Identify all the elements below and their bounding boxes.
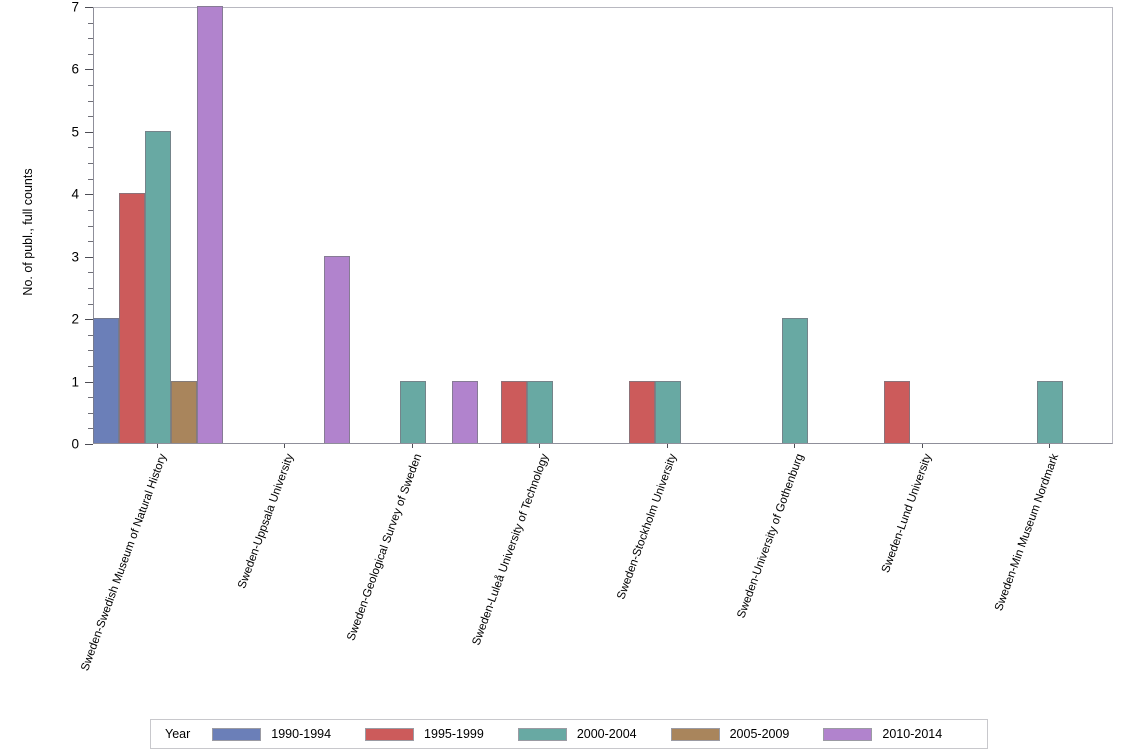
bar[interactable] [1037,380,1064,443]
x-axis-tick-label-text: Sweden-Min Museum Nordmark [992,452,1062,613]
plot-area [92,6,1113,444]
legend-entry[interactable]: 2000-2004 [517,727,637,741]
x-axis-tick-label-text: Sweden-Uppsala University [235,452,297,591]
y-axis-tick [85,381,93,383]
legend-entry[interactable]: 1990-1994 [212,727,331,741]
x-axis-tick [1049,444,1051,448]
x-axis-tick [411,444,413,448]
x-axis-tick [156,444,158,448]
bar[interactable] [883,380,910,443]
bar[interactable] [628,380,655,443]
legend-entry[interactable]: 2005-2009 [670,727,790,741]
x-axis-tick-label-text: Sweden-University of Gothenburg [734,452,807,620]
y-axis-minor-tick [88,334,93,336]
x-axis-tick [539,444,541,448]
y-axis-tick-label: 7 [71,0,79,15]
legend-label: 1995-1999 [424,727,484,741]
legend-label: 2000-2004 [576,727,637,741]
bar[interactable] [501,380,528,443]
legend-entry[interactable]: 2010-2014 [823,727,942,741]
y-axis: 0 1 2 3 4 5 6 7 [0,0,93,460]
bar[interactable] [527,380,554,443]
x-axis-tick [666,444,668,448]
y-axis-tick [85,131,93,133]
y-axis-tick-label: 4 [71,186,79,202]
bar[interactable] [782,318,809,443]
bar[interactable] [324,255,351,443]
y-axis-minor-tick [88,22,93,24]
y-axis-tick-label: 0 [71,436,79,452]
bars-layer [92,6,1112,443]
y-axis-minor-tick [88,53,93,55]
x-axis: Sweden-Swedish Museum of Natural History… [0,444,1134,704]
x-axis-tick-label-text: Sweden-Stockholm University [614,452,679,602]
y-axis-minor-tick [88,397,93,399]
y-axis-tick-label: 5 [71,124,79,140]
y-axis-tick [85,444,93,445]
x-axis-tick [794,444,796,448]
y-axis-minor-tick [88,147,93,149]
y-axis-minor-tick [88,178,93,180]
y-axis-minor-tick [88,209,93,211]
legend-swatch-icon [517,727,567,741]
bar[interactable] [170,380,197,443]
y-axis-minor-tick [88,225,93,227]
y-axis-minor-tick [88,38,93,40]
y-axis-minor-tick [88,116,93,118]
y-axis-tick-label: 6 [71,61,79,77]
y-axis-tick [85,7,93,8]
legend: Year 1990-1994 1995-1999 2000-2004 2005-200… [150,719,988,749]
x-axis-tick-label-text: Sweden-Luleå University of Technology [469,452,552,648]
legend-label: 1990-1994 [271,727,332,741]
y-axis-tick-label: 1 [71,374,79,390]
y-axis-minor-tick [88,303,93,305]
legend-swatch-icon [670,727,720,741]
y-axis-minor-tick [88,287,93,289]
y-axis-tick [85,319,93,321]
legend-swatch-icon [823,727,873,741]
y-axis-minor-tick [88,428,93,430]
y-axis-minor-tick [88,365,93,367]
y-axis-tick-label: 2 [71,311,79,327]
y-axis-minor-tick [88,241,93,243]
y-axis-minor-tick [88,412,93,414]
y-axis-tick-label: 3 [71,249,79,265]
y-axis-minor-tick [88,272,93,274]
bar[interactable] [399,380,426,443]
y-axis-tick [85,69,93,71]
y-axis-minor-tick [88,100,93,102]
legend-entry[interactable]: 1995-1999 [365,727,484,741]
x-axis-tick-label-text: Sweden-Swedish Museum of Natural History [78,452,169,673]
y-axis-tick [85,194,93,196]
bar[interactable] [92,318,119,443]
legend-swatch-icon [212,727,262,741]
x-axis-tick-label-text: Sweden-Geological Survey of Sweden [344,452,424,643]
y-axis-minor-tick [88,85,93,87]
legend-title: Year [165,727,191,741]
y-axis-minor-tick [88,350,93,352]
y-axis-tick [85,256,93,258]
bar[interactable] [118,193,145,443]
x-axis-tick [921,444,923,448]
legend-label: 2005-2009 [729,727,790,741]
y-axis-minor-tick [88,163,93,165]
x-axis-tick [284,444,286,448]
bar[interactable] [451,380,478,443]
bar[interactable] [196,6,223,443]
legend-label: 2010-2014 [882,727,943,741]
bar[interactable] [144,130,171,443]
x-axis-tick-label-text: Sweden-Lund University [878,452,934,575]
bar[interactable] [654,380,681,443]
legend-swatch-icon [365,727,415,741]
